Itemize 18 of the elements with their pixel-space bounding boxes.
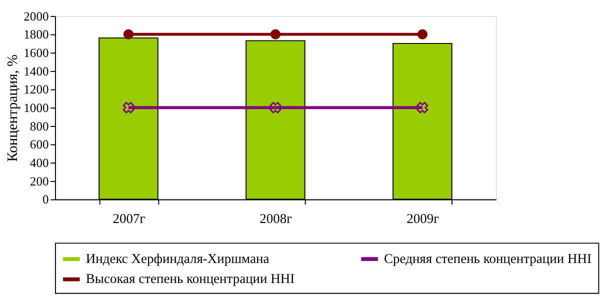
y-tick-label: 1800	[24, 28, 49, 42]
legend-label: Средняя степень концентрации HHI	[384, 250, 592, 266]
y-tick-label: 0	[42, 192, 49, 207]
y-tick-label: 1600	[24, 46, 49, 60]
y-tick-label: 800	[30, 119, 49, 134]
y-tick-label: 600	[30, 138, 49, 152]
y-tick-label: 1200	[24, 82, 49, 97]
y-tick-label: 200	[30, 174, 49, 188]
legend-label: Высокая степень концентрации HHI	[86, 271, 296, 286]
y-tick-label: 1000	[24, 100, 49, 115]
y-tick-label: 400	[30, 156, 49, 170]
x-tick-label: 2008г	[260, 210, 293, 226]
x-tick-label: 2007г	[112, 210, 146, 226]
legend-label: Индекс Херфиндаля-Хиршмана	[86, 250, 270, 266]
x-tick-label: 2009г	[406, 210, 440, 226]
y-tick-label: 2000	[24, 9, 49, 24]
y-axis-title: Концентрация, %	[4, 54, 21, 162]
y-tick-label: 1400	[24, 64, 49, 78]
